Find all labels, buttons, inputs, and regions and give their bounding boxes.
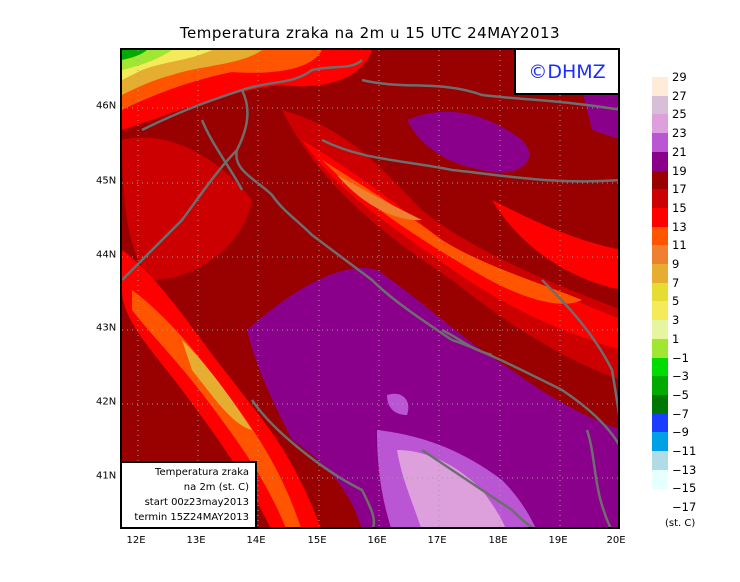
lat-label: 41N <box>96 470 117 482</box>
lat-label: 43N <box>96 322 117 334</box>
legend-label: −15 <box>672 481 697 496</box>
legend-label: −1 <box>672 350 689 365</box>
legend-swatch <box>652 357 668 377</box>
info-line: termin 15Z24MAY2013 <box>134 512 249 523</box>
legend-label: −9 <box>672 425 689 440</box>
lon-label: 13E <box>186 535 206 546</box>
map-title: Temperatura zraka na 2m u 15 UTC 24MAY20… <box>179 24 561 42</box>
legend-swatch <box>652 282 668 302</box>
legend-label: 21 <box>672 144 687 159</box>
legend-swatch <box>652 95 668 115</box>
legend-unit: (st. C) <box>665 518 696 529</box>
lat-label: 46N <box>96 100 117 112</box>
grid-lines <box>122 50 618 527</box>
legend-label: 19 <box>672 163 687 178</box>
lat-label: 45N <box>96 175 117 187</box>
lon-label: 14E <box>246 535 266 546</box>
legend-swatch <box>652 413 668 433</box>
legend-swatch <box>652 114 668 134</box>
legend-swatch <box>652 77 668 96</box>
legend-label: 27 <box>672 88 687 103</box>
legend-label: 5 <box>672 294 680 309</box>
temperature-field <box>122 50 618 527</box>
legend-swatch <box>652 376 668 396</box>
legend-label: −17 <box>672 500 697 515</box>
legend-label: 15 <box>672 200 687 215</box>
legend-label: 7 <box>672 275 680 290</box>
legend-swatch <box>652 301 668 321</box>
legend-swatch <box>652 432 668 452</box>
info-line: na 2m (st. C) <box>183 482 249 493</box>
legend-label: 17 <box>672 182 687 197</box>
legend-swatch <box>652 245 668 265</box>
legend-swatch <box>652 226 668 246</box>
info-line: Temperatura zraka <box>155 467 249 478</box>
lon-label: 12E <box>126 535 146 546</box>
legend-label: 9 <box>672 257 680 271</box>
lat-label: 44N <box>96 249 117 261</box>
lon-label: 19E <box>548 535 568 546</box>
legend-label: 1 <box>672 331 680 346</box>
legend-label: 23 <box>672 126 687 141</box>
legend-swatch <box>652 338 668 358</box>
coastlines <box>122 59 618 527</box>
legend-swatch <box>652 170 668 190</box>
legend-label: −13 <box>672 462 697 477</box>
legend-swatch <box>652 264 668 283</box>
legend-label: −11 <box>672 444 697 458</box>
legend-label: 29 <box>672 70 687 84</box>
legend-label: 13 <box>672 219 687 234</box>
legend-swatch <box>652 469 668 489</box>
legend-swatch <box>652 207 668 227</box>
legend-swatch <box>652 189 668 209</box>
info-line: start 00z23may2013 <box>144 497 249 508</box>
legend-swatch <box>652 151 668 171</box>
lon-label: 20E <box>606 535 626 546</box>
lon-label: 18E <box>488 535 508 546</box>
copyright-box: ©DHMZ <box>514 50 618 95</box>
legend-label: 11 <box>672 238 687 253</box>
legend-label: −3 <box>672 369 689 384</box>
lon-label: 17E <box>427 535 447 546</box>
legend-label: −5 <box>672 387 689 402</box>
lon-label: 15E <box>307 535 327 546</box>
info-box: Temperatura zraka na 2m (st. C) start 00… <box>122 461 257 527</box>
lon-label: 16E <box>367 535 387 546</box>
legend-swatch <box>652 320 668 340</box>
legend-label: 3 <box>672 313 680 328</box>
temperature-map: ©DHMZ Temperatura zraka na 2m (st. C) st… <box>120 48 620 529</box>
legend-label: 25 <box>672 107 687 122</box>
legend-swatch <box>652 394 668 414</box>
legend-swatch <box>652 451 668 470</box>
lat-label: 42N <box>96 396 117 408</box>
legend-label: −7 <box>672 406 689 421</box>
legend-swatch <box>652 133 668 153</box>
